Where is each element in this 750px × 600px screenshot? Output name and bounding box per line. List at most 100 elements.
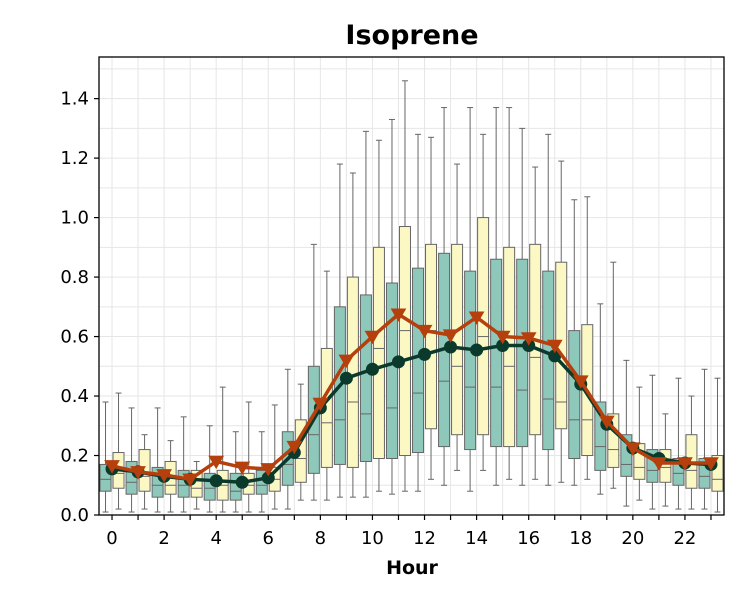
point-orange_line-hour-8 [312,397,329,412]
point-orange_line-hour-18 [572,375,589,389]
box-teal_box-hour-14 [464,107,477,492]
box-yellow_box-hour-13 [451,163,464,471]
x-tick-label: 18 [569,528,592,549]
point-orange_line-hour-7 [286,440,303,455]
y-tick-label: 1.0 [60,208,89,229]
box-body [464,270,477,451]
plot-frame [98,56,725,516]
box-teal_box-hour-8 [307,243,320,501]
x-tick-label: 12 [413,528,436,549]
x-tick-label: 20 [621,528,644,549]
y-tick-label: 0.2 [60,446,89,467]
point-orange_line-hour-17 [546,339,563,354]
box-teal_box-hour-21 [646,374,659,510]
point-orange_line-hour-1 [130,466,146,480]
box-body [359,294,372,462]
x-tick-label: 14 [465,528,488,549]
box-yellow_box-hour-10 [372,139,385,492]
box-teal_box-hour-19 [594,303,607,495]
mean-lines [104,308,719,489]
box-teal_box-hour-9 [333,163,346,498]
box-body [620,434,633,477]
box-teal_box-hour-23 [698,368,711,510]
box-yellow_box-hour-6 [268,404,281,510]
box-teal_box-hour-1 [125,407,138,513]
box-yellow_box-hour-9 [346,172,359,498]
x-tick-label: 16 [517,528,540,549]
point-orange_line-hour-13 [442,329,459,343]
box-yellow_box-hour-0 [112,392,125,510]
box-teal_box-hour-22 [672,377,685,510]
box-body [385,282,398,459]
point-orange_line-hour-19 [598,415,615,429]
x-tick-label: 22 [673,528,696,549]
point-orange_line-hour-21 [651,457,667,471]
box-yellow_box-hour-17 [555,160,568,483]
box-teal_box-hour-10 [359,130,372,498]
x-tick-label: 2 [158,528,169,549]
box-teal_box-hour-5 [229,431,242,513]
box-yellow_box-hour-11 [398,80,411,492]
box-teal_box-hour-0 [99,401,112,513]
box-yellow_box-hour-21 [659,413,672,507]
point-orange_line-hour-15 [494,330,511,345]
point-teal_line-hour-9 [339,371,353,385]
x-tick-label: 0 [106,528,117,549]
point-teal_line-hour-4 [209,474,223,488]
point-orange_line-hour-12 [416,324,433,339]
box-body [451,243,464,436]
box-body [490,258,503,448]
y-tick-label: 1.2 [60,148,89,169]
box-teal_box-hour-20 [620,359,633,507]
box-body [568,330,581,459]
box-teal_box-hour-13 [438,107,451,486]
box-yellow_box-hour-3 [190,460,203,510]
box-yellow_box-hour-5 [242,401,255,513]
point-teal_line-hour-5 [235,475,249,489]
box-yellow_box-hour-18 [581,196,594,480]
point-orange_line-hour-3 [182,473,199,487]
box-teal_box-hour-18 [568,199,581,486]
box-body [346,276,359,468]
box-teal_box-hour-3 [177,416,190,513]
box-yellow_box-hour-12 [425,136,438,480]
point-orange_line-hour-20 [624,442,641,456]
box-yellow_box-hour-22 [685,395,698,510]
point-orange_line-hour-14 [468,311,485,325]
x-tick-label: 8 [315,528,326,549]
box-teal_box-hour-7 [281,368,294,510]
y-tick-label: 0.8 [60,267,89,288]
point-teal_line-hour-12 [418,347,432,361]
y-tick-label: 0.0 [60,505,89,526]
box-body [99,463,112,492]
box-body [516,258,529,448]
box-body [425,243,438,430]
box-body [594,401,607,471]
point-orange_line-hour-16 [520,332,537,346]
box-body [607,413,620,468]
point-orange_line-hour-0 [104,460,120,474]
y-tick-label: 0.4 [60,386,89,407]
y-tick-label: 1.4 [60,89,89,110]
box-body [398,226,411,457]
box-teal_box-hour-11 [385,118,398,495]
box-yellow_box-hour-4 [216,386,229,513]
point-teal_line-hour-13 [444,340,458,354]
x-tick-label: 6 [263,528,274,549]
axes: 0 2 4 6 8 10 12 14 16 18 20 22 0.0 0.2 0.4 0.6 0.8 1.0 1.2… [60,89,712,549]
point-orange_line-hour-5 [234,461,251,476]
box-body [711,455,724,492]
point-orange_line-hour-23 [703,457,719,471]
point-teal_line-hour-14 [470,343,484,357]
point-teal_line-hour-10 [365,362,379,376]
point-orange_line-hour-22 [677,457,693,471]
box-body [412,267,425,454]
box-teal_box-hour-15 [490,107,503,486]
box-yellow_box-hour-20 [633,386,646,501]
box-body [372,246,385,459]
box-yellow_box-hour-23 [711,377,724,513]
box-teal_box-hour-17 [542,133,555,486]
point-orange_line-hour-10 [364,330,381,345]
box-yellow_box-hour-19 [607,261,620,489]
x-axis-label: Hour [386,557,438,579]
